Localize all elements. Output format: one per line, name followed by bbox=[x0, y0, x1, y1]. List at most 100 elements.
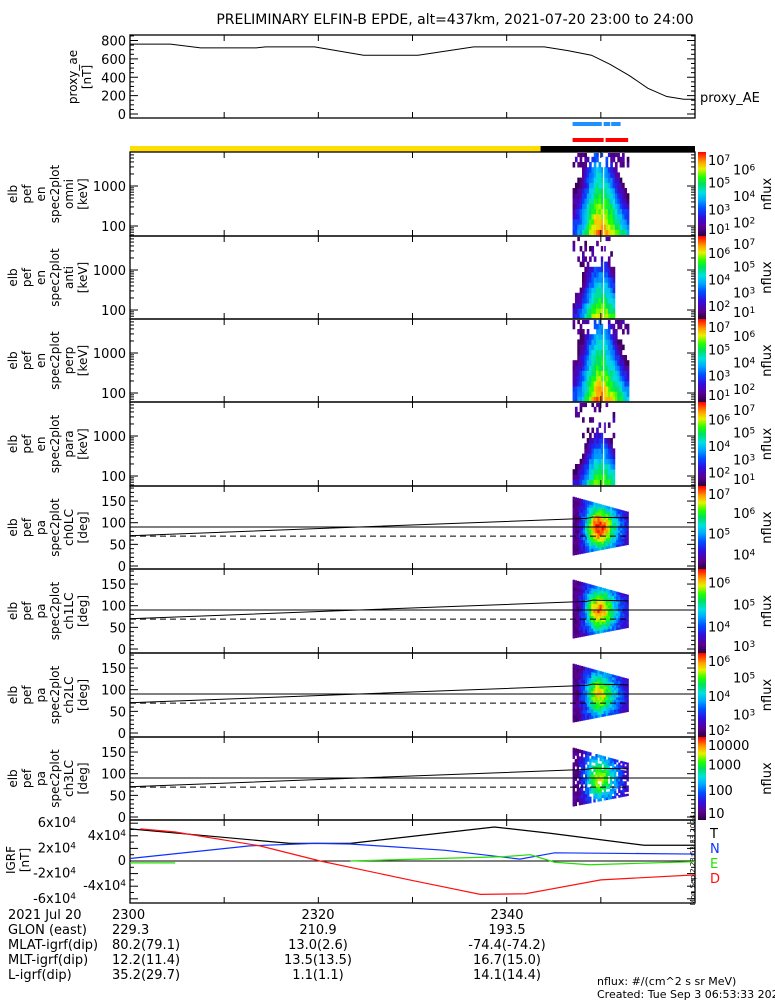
spectrogram-cell bbox=[600, 432, 604, 439]
spectrogram-cell bbox=[589, 799, 592, 804]
spectrogram-cell bbox=[605, 621, 609, 625]
spectrogram-cell bbox=[580, 543, 584, 548]
spectrogram-cell bbox=[578, 707, 582, 711]
spectrogram-cell bbox=[589, 684, 592, 688]
spectrogram-cell bbox=[574, 551, 578, 556]
spectrogram-cell bbox=[618, 520, 621, 524]
spectrogram-cell bbox=[593, 631, 596, 635]
label-base: 10 bbox=[733, 548, 750, 563]
info-row-value: 35.2(29.7) bbox=[112, 968, 180, 983]
spectrogram-cell bbox=[591, 396, 595, 402]
label-base: 10 bbox=[708, 655, 725, 670]
spectrogram-cell bbox=[574, 583, 578, 588]
spectrogram-cell bbox=[595, 606, 598, 611]
spectrogram-cell bbox=[584, 458, 588, 465]
spectrogram-cell bbox=[607, 683, 611, 687]
spectrogram-cell bbox=[607, 530, 611, 533]
spectrogram-cell bbox=[593, 588, 596, 592]
spectrogram-cell bbox=[596, 193, 599, 199]
spectrogram-cell bbox=[618, 610, 621, 614]
spectrogram-cell bbox=[626, 686, 629, 690]
spectrogram-cell bbox=[598, 448, 602, 454]
spectrogram-cell bbox=[596, 370, 599, 377]
spectrogram-cell bbox=[584, 479, 588, 486]
spectrogram-cell bbox=[620, 512, 623, 515]
label-base: 10000 bbox=[708, 739, 749, 754]
spectrogram-cell bbox=[591, 464, 595, 470]
spectrogram-cell bbox=[587, 606, 590, 610]
spectrogram-cell bbox=[607, 256, 611, 262]
spectrogram-cell bbox=[587, 619, 590, 623]
spectrogram-cell bbox=[614, 375, 618, 382]
igrf-legend-N: N bbox=[710, 842, 720, 857]
spectrogram-cell bbox=[626, 621, 629, 624]
spectrogram-cell bbox=[609, 517, 613, 521]
spectrogram-cell bbox=[614, 224, 618, 230]
spectrogram-cell bbox=[622, 514, 625, 518]
spectrogram-cell bbox=[572, 784, 575, 789]
spectrogram-cell bbox=[576, 784, 580, 789]
spectrogram-cell bbox=[582, 355, 585, 361]
spectrogram-cell bbox=[607, 188, 611, 194]
spectrogram-cell bbox=[586, 355, 590, 361]
ae-y-tick-label: 600 bbox=[101, 53, 126, 68]
spectrogram-cell bbox=[622, 519, 625, 522]
spectrogram-cell bbox=[617, 172, 620, 178]
spectrogram-cell bbox=[574, 693, 578, 697]
spectrogram-cell bbox=[597, 670, 600, 674]
spectrogram-cell bbox=[593, 591, 596, 595]
spectrogram-cell bbox=[599, 512, 602, 516]
spectrogram-cell bbox=[626, 513, 629, 517]
spectrogram-cell bbox=[611, 709, 615, 713]
spectrogram-cell bbox=[614, 600, 617, 604]
ylabel-line: en bbox=[34, 270, 48, 285]
spectrogram-cell bbox=[618, 511, 621, 515]
spectrogram-cell bbox=[586, 443, 590, 449]
spectrogram-cell bbox=[587, 706, 590, 710]
spectrogram-cell bbox=[585, 754, 588, 759]
spectrogram-cell bbox=[596, 344, 599, 351]
spectrogram-cell bbox=[601, 535, 604, 539]
spectrogram-cell bbox=[616, 678, 619, 681]
spectrogram-cell bbox=[597, 798, 600, 802]
spectrogram-cell bbox=[607, 615, 611, 619]
spectrogram-cell bbox=[599, 772, 602, 776]
pitch-angle-spectrogram bbox=[572, 747, 629, 807]
spectrogram-cell bbox=[582, 757, 586, 761]
label-base: 10 bbox=[733, 163, 750, 178]
spectrogram-cell bbox=[626, 375, 630, 382]
spectrogram-cell bbox=[593, 386, 597, 392]
spectrogram-cell bbox=[585, 616, 588, 620]
spectrogram-cell bbox=[580, 756, 584, 761]
spectrogram-cell bbox=[622, 789, 625, 793]
spectrogram-cell bbox=[626, 604, 629, 608]
spectrogram-cell bbox=[578, 602, 582, 607]
label-exponent: 6 bbox=[725, 413, 731, 423]
spectrogram-cell bbox=[580, 689, 584, 694]
spectrogram-cell bbox=[622, 708, 625, 711]
spectrogram-cell bbox=[618, 708, 621, 712]
spectrogram-cell bbox=[593, 699, 596, 704]
spectrogram-cell bbox=[591, 208, 595, 215]
spectrogram-cell bbox=[599, 627, 602, 631]
spectrogram-cell bbox=[574, 671, 578, 676]
spectrogram-cell bbox=[582, 224, 585, 230]
spectrogram-cell bbox=[605, 699, 609, 703]
spectrogram-cell bbox=[607, 628, 611, 632]
spectrogram-cell bbox=[607, 676, 611, 679]
spectrogram-cell bbox=[622, 677, 625, 680]
spectrogram-cell bbox=[626, 789, 629, 792]
spectrogram-cell bbox=[593, 545, 596, 549]
spectrogram-cell bbox=[591, 167, 595, 173]
spectrogram-cell bbox=[600, 464, 604, 470]
spectrogram-cell bbox=[591, 417, 595, 423]
spectrogram-cell bbox=[626, 617, 629, 620]
spectrogram-cell bbox=[618, 613, 621, 616]
ylabel-line: pef bbox=[20, 768, 34, 788]
spectrogram-cell bbox=[586, 266, 590, 273]
spectrogram-cell bbox=[620, 781, 623, 784]
spectrogram-cell bbox=[593, 303, 597, 309]
spectrogram-cell bbox=[591, 609, 594, 614]
spectrogram-cell bbox=[595, 535, 598, 540]
spectrogram-cell bbox=[611, 684, 615, 688]
